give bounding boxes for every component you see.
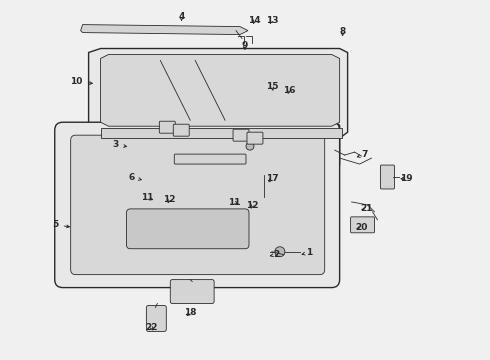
Text: 2: 2 [270,250,280,259]
FancyBboxPatch shape [256,173,298,199]
FancyBboxPatch shape [380,165,394,189]
FancyBboxPatch shape [159,121,175,133]
Text: 21: 21 [360,204,372,213]
Text: 16: 16 [283,86,295,95]
Text: 1: 1 [302,248,313,257]
Text: 11: 11 [141,193,154,202]
FancyBboxPatch shape [133,158,195,194]
FancyBboxPatch shape [71,135,325,275]
Polygon shape [100,54,340,126]
Text: 8: 8 [340,27,346,36]
FancyBboxPatch shape [171,280,214,303]
Text: 17: 17 [266,174,278,183]
Text: 22: 22 [145,323,157,332]
Text: 12: 12 [163,195,175,204]
Text: 18: 18 [184,308,196,317]
Bar [128,130,273,160]
Text: 19: 19 [400,174,413,183]
FancyBboxPatch shape [126,209,249,249]
Polygon shape [89,49,347,138]
Text: 14: 14 [248,16,261,25]
Text: 11: 11 [228,198,241,207]
Circle shape [246,142,254,150]
FancyBboxPatch shape [147,306,166,332]
Bar [100,128,342,138]
FancyBboxPatch shape [233,129,249,141]
Text: 4: 4 [178,12,185,21]
Text: 5: 5 [52,220,70,229]
FancyBboxPatch shape [117,124,340,166]
Text: 10: 10 [71,77,93,86]
Text: 12: 12 [246,201,259,210]
FancyBboxPatch shape [174,154,246,164]
FancyBboxPatch shape [173,124,189,136]
FancyBboxPatch shape [350,217,374,233]
Text: 20: 20 [355,223,368,232]
Circle shape [275,247,285,257]
Text: 9: 9 [242,41,248,50]
Text: 6: 6 [129,173,141,182]
Text: 3: 3 [113,140,126,149]
Text: 15: 15 [266,82,278,91]
Text: 7: 7 [357,150,368,159]
Polygon shape [81,24,248,35]
FancyBboxPatch shape [55,122,340,288]
Text: 13: 13 [266,16,278,25]
FancyBboxPatch shape [247,132,263,144]
